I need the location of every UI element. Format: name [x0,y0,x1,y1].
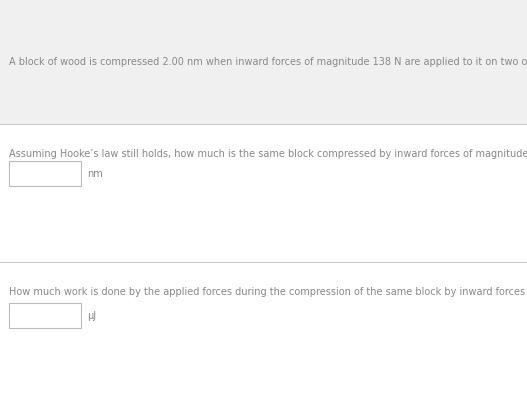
Bar [0,262,527,400]
Text: nm: nm [87,169,103,178]
Bar [0,0,527,124]
FancyBboxPatch shape [9,303,81,328]
Text: Assuming Hooke’s law still holds, how much is the same block compressed by inwar: Assuming Hooke’s law still holds, how mu… [9,149,527,159]
Text: A block of wood is compressed 2.00 nm when inward forces of magnitude 138 N are : A block of wood is compressed 2.00 nm wh… [9,57,527,67]
FancyBboxPatch shape [9,161,81,186]
Text: How much work is done by the applied forces during the compression of the same b: How much work is done by the applied for… [9,287,527,297]
Text: μJ: μJ [87,310,96,321]
Bar [0,124,527,262]
